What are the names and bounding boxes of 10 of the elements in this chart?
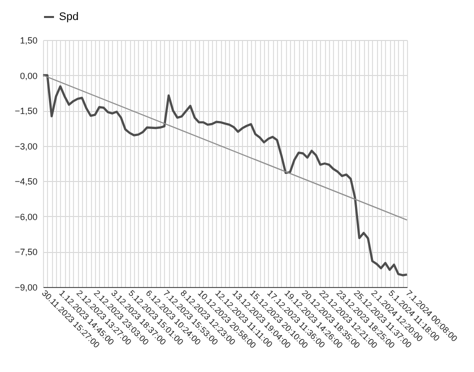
y-tick-label: −7,50 [14,247,38,258]
line-series [42,74,408,276]
y-tick-label: −6,00 [14,212,38,222]
y-tick-label: 1,50 [20,36,38,46]
y-tick-label: −9,00 [14,282,38,292]
y-tick-label: 0,00 [20,70,38,81]
legend-label: Spd [59,11,79,23]
y-tick-label: −1,50 [14,106,38,116]
y-tick-label: −4,50 [14,176,38,187]
y-tick-label: −3,00 [14,141,38,152]
